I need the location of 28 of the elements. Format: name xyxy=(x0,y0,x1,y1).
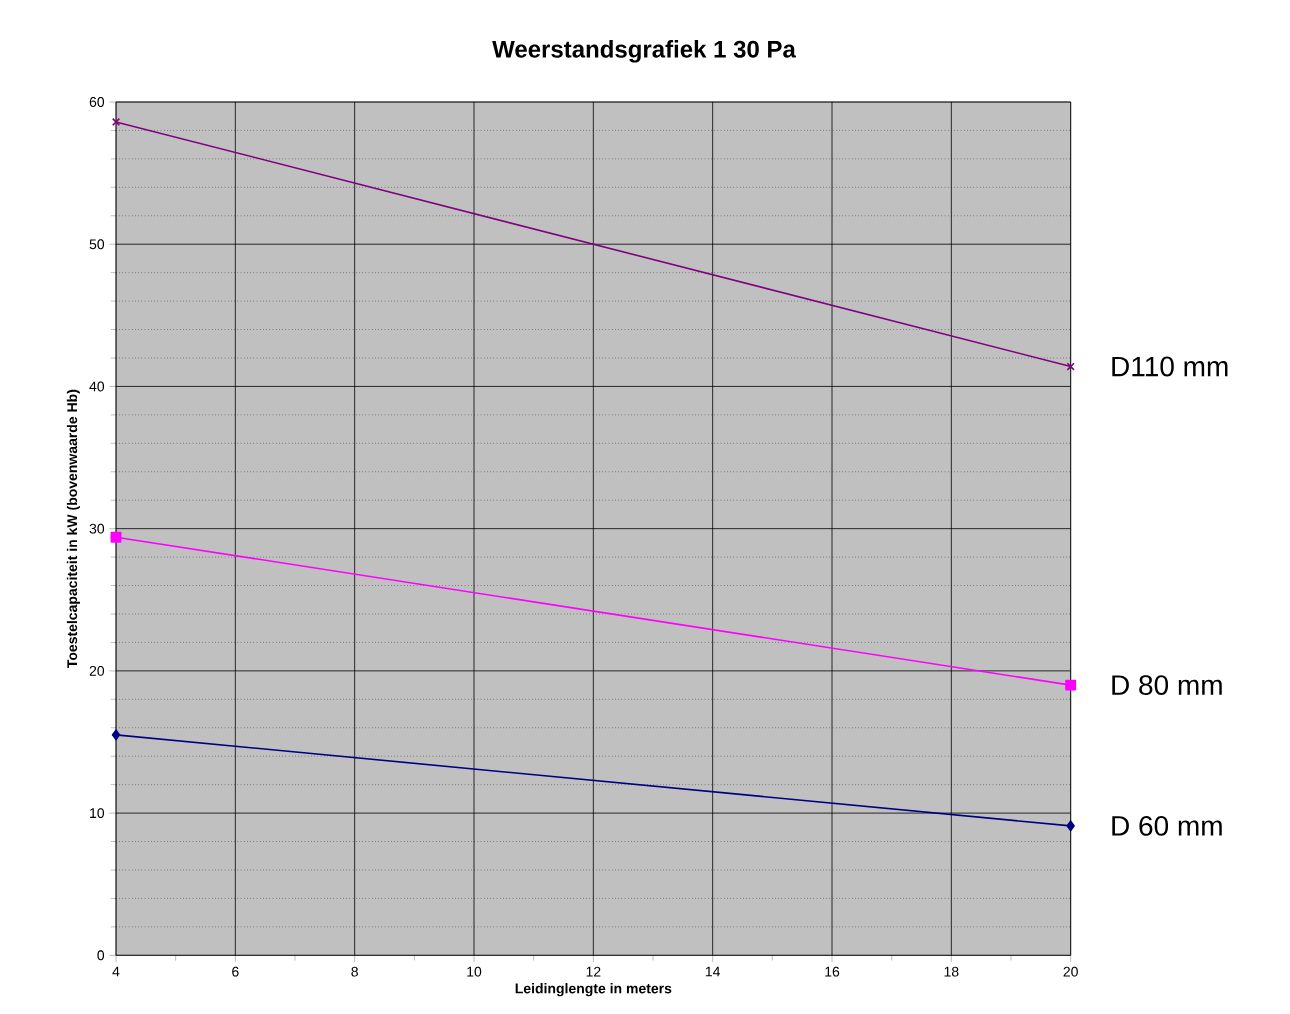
x-tick-label: 6 xyxy=(232,966,239,977)
x-tick-label: 20 xyxy=(1063,966,1078,977)
x-tick-label: 16 xyxy=(825,966,840,977)
y-tick-label: 40 xyxy=(89,381,105,392)
point xyxy=(1066,362,1075,371)
y-tick-label: 50 xyxy=(89,239,105,250)
series-label: D110 mm xyxy=(1112,356,1228,377)
series-label: D 80 mm xyxy=(1112,675,1222,696)
point xyxy=(111,729,121,741)
x-tick-label: 12 xyxy=(586,966,601,977)
y-tick-label: 0 xyxy=(97,950,105,961)
x-tick-label: 14 xyxy=(705,966,721,977)
chart-title: Weerstandsgrafiek 1 30 Pa xyxy=(492,40,796,63)
x-tick-label: 4 xyxy=(112,966,120,977)
x-tick-label: 8 xyxy=(351,966,358,977)
y-tick-label: 30 xyxy=(89,523,105,534)
point xyxy=(1066,820,1075,832)
point xyxy=(1065,679,1077,691)
y-axis-title: Toestelcapaciteit in kW (bovenwaarde Hb) xyxy=(66,389,80,668)
y-tick-label: 10 xyxy=(90,808,105,819)
point xyxy=(111,117,121,126)
series-label: D 60 mm xyxy=(1112,815,1222,836)
x-axis-title: Leidinglengte in meters xyxy=(515,983,672,997)
x-tick-label: 18 xyxy=(944,966,959,977)
y-tick-label: 20 xyxy=(89,665,105,676)
y-tick-label: 60 xyxy=(89,97,105,107)
x-tick-label: 10 xyxy=(467,966,482,977)
point xyxy=(110,531,122,543)
